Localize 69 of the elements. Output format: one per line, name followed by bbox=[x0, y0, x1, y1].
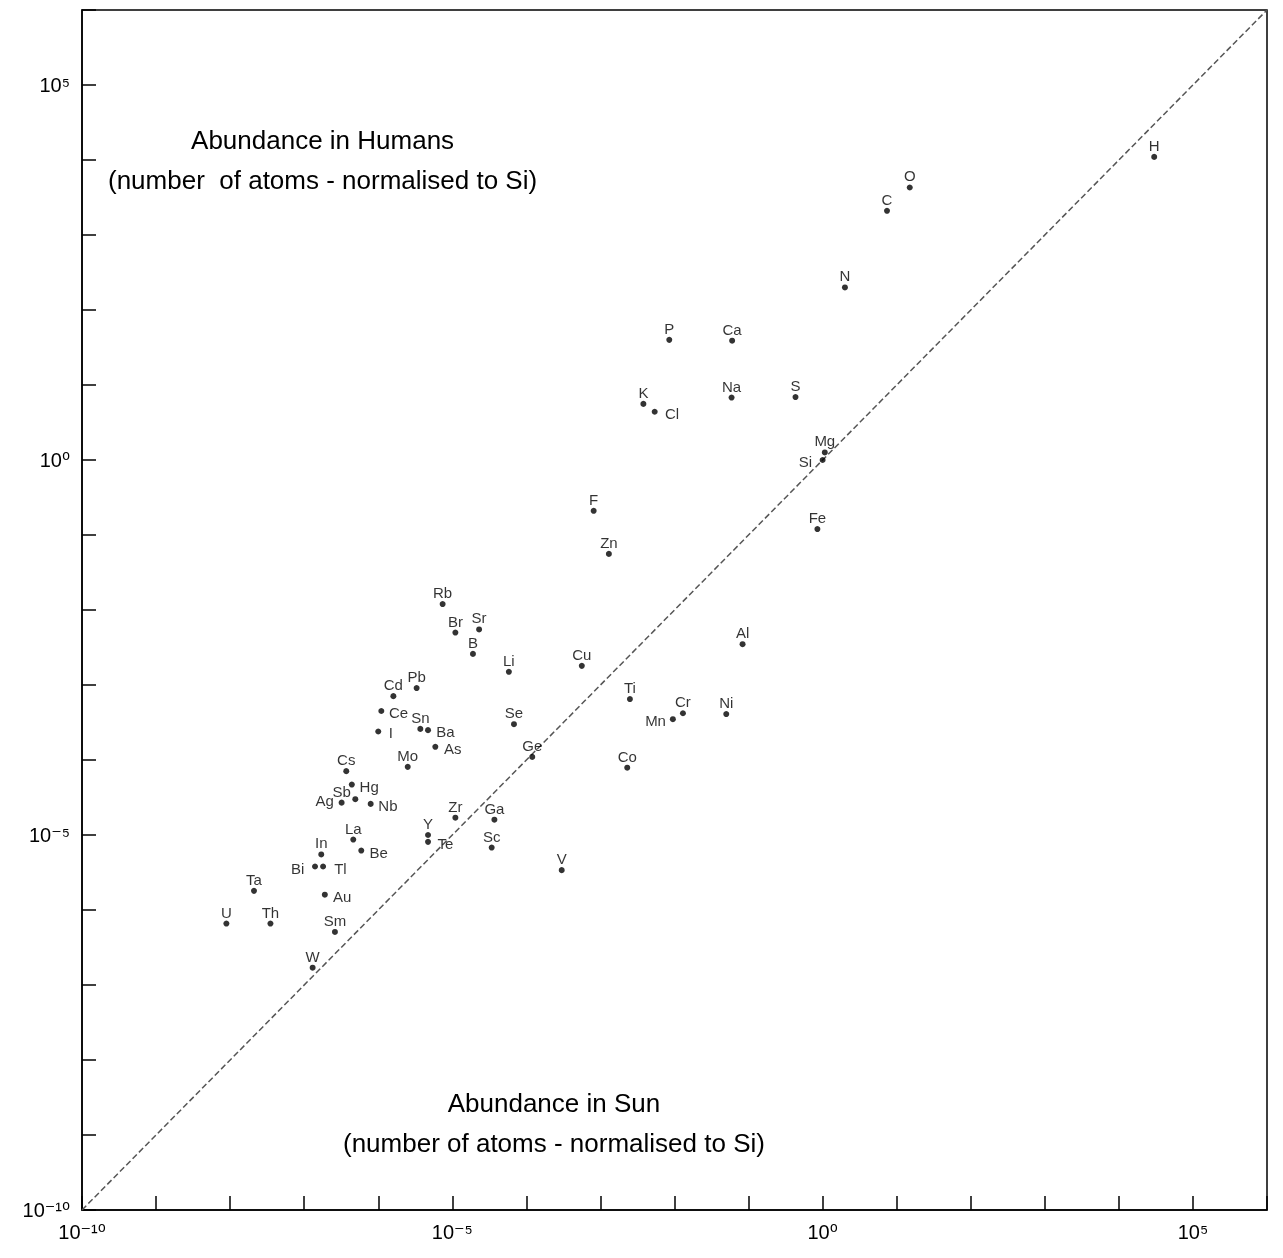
annotation: W bbox=[305, 947, 321, 965]
annotation: Nb bbox=[378, 796, 398, 814]
annotation: As bbox=[443, 739, 462, 757]
annotation: Ge bbox=[522, 736, 543, 754]
annotation: Cl bbox=[664, 404, 680, 422]
annotation: In bbox=[315, 834, 328, 852]
y-tick-label: 10⁰ bbox=[39, 449, 70, 471]
annotation: P bbox=[664, 319, 675, 337]
annotation: Sc bbox=[482, 827, 501, 845]
annotation: H bbox=[1148, 136, 1160, 154]
y-tick-label: 10⁵ bbox=[39, 74, 70, 96]
y-tick-label: 10⁻¹⁰ bbox=[22, 1199, 70, 1221]
annotation: Rb bbox=[433, 584, 453, 602]
annotation: N bbox=[839, 267, 851, 285]
annotation: Br bbox=[447, 612, 463, 630]
annotation: Si bbox=[798, 453, 812, 470]
annotation: Tl bbox=[334, 859, 347, 877]
annotation: Th bbox=[261, 903, 280, 921]
annotation: Pb bbox=[407, 668, 426, 686]
annotation: Be bbox=[369, 843, 388, 861]
annotation: Te bbox=[437, 834, 454, 852]
annotation: Ce bbox=[389, 704, 409, 722]
annotation: Ag bbox=[315, 792, 334, 810]
y-axis-title: Abundance in Humans (number of atoms - normalised to Si) bbox=[108, 125, 538, 195]
annotation: Sm bbox=[323, 911, 347, 929]
annotation: Bi bbox=[291, 859, 305, 877]
annotation: I bbox=[388, 724, 393, 742]
annotation: Sr bbox=[471, 609, 487, 627]
annotation: Ni bbox=[719, 694, 734, 712]
annotation: Zr bbox=[448, 797, 463, 815]
annotation: Na bbox=[722, 377, 742, 395]
annotation: Cr bbox=[675, 693, 691, 711]
annotation: Ta bbox=[246, 870, 263, 888]
annotation: F bbox=[589, 490, 599, 508]
annotation: K bbox=[638, 383, 649, 401]
annotation: Co bbox=[617, 747, 637, 765]
annotation: Fe bbox=[808, 509, 827, 527]
annotation: Ba bbox=[436, 723, 456, 741]
annotation: Sb bbox=[332, 782, 351, 800]
annotation: Y bbox=[423, 815, 434, 832]
annotation: B bbox=[467, 633, 478, 651]
annotation: Al bbox=[735, 624, 750, 642]
annotation: Ca bbox=[722, 320, 743, 338]
annotation: Cs bbox=[337, 751, 356, 769]
x-tick-label: 10⁰ bbox=[807, 1221, 838, 1243]
annotation: C bbox=[881, 190, 893, 208]
x-tick-label: 10⁻¹⁰ bbox=[58, 1221, 106, 1243]
annotation: Cu bbox=[572, 645, 592, 663]
annotation: Li bbox=[503, 651, 515, 669]
annotation: La bbox=[344, 819, 363, 837]
annotation: Ti bbox=[623, 679, 636, 697]
annotation: U bbox=[220, 903, 232, 921]
annotation: Mg bbox=[814, 432, 836, 450]
annotation: Mo bbox=[397, 746, 419, 764]
annotation: Sn bbox=[411, 708, 430, 726]
annotation: V bbox=[556, 850, 567, 868]
annotation: Se bbox=[504, 704, 524, 722]
x-tick-label: 10⁵ bbox=[1177, 1221, 1209, 1243]
annotation: Hg bbox=[359, 777, 379, 795]
annotation: Mn bbox=[645, 712, 666, 730]
annotation: Cd bbox=[383, 676, 403, 694]
annotation: Au bbox=[332, 887, 352, 905]
x-axis-title: Abundance in Sun (number of atoms - normalised to Si) bbox=[343, 1088, 765, 1158]
y-tick-label: 10⁻⁵ bbox=[28, 824, 70, 846]
annotation: Ga bbox=[484, 799, 506, 817]
annotation: O bbox=[903, 167, 916, 185]
annotation: Zn bbox=[600, 533, 618, 551]
annotation: S bbox=[790, 377, 801, 395]
x-tick-label: 10⁻⁵ bbox=[431, 1221, 473, 1243]
